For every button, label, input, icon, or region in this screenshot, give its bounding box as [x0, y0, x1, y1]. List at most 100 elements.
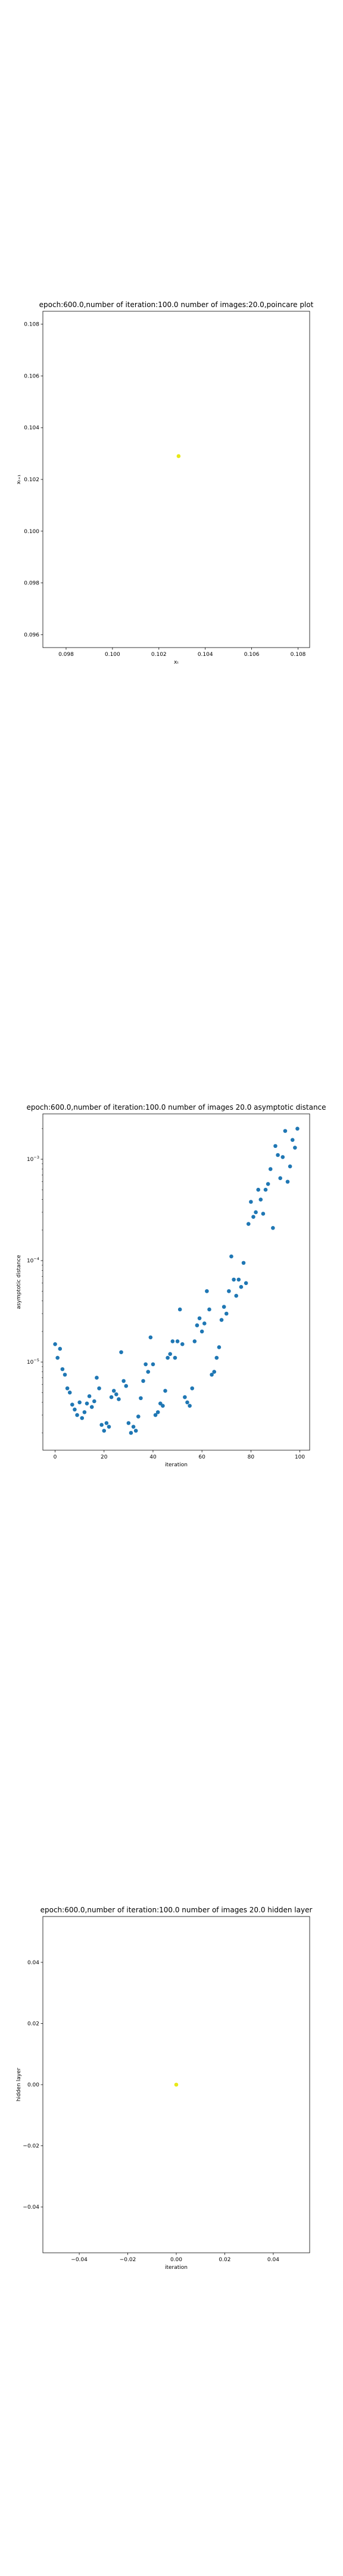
data-point [173, 1355, 177, 1360]
chart-title: epoch:600.0,number of iteration:100.0 nu… [26, 1103, 326, 1111]
data-point [192, 1339, 197, 1343]
data-point [266, 1182, 270, 1186]
y-tick-label: 10−4 [27, 1256, 39, 1264]
x-tick-label: 0.02 [219, 2257, 230, 2263]
y-tick-label: 0.102 [24, 477, 39, 483]
data-point [111, 1389, 116, 1393]
data-point [278, 1176, 282, 1181]
chart-1: epoch:600.0,number of iteration:100.0 nu… [16, 301, 314, 665]
chart-title: epoch:600.0,number of iteration:100.0 nu… [40, 1906, 313, 1914]
data-point [185, 1400, 189, 1405]
data-point [70, 1402, 74, 1407]
y-tick-label: 0.108 [24, 322, 39, 328]
chart-2: epoch:600.0,number of iteration:100.0 nu… [16, 1103, 326, 1468]
x-tick-label: 0 [54, 1454, 57, 1460]
data-point [168, 1352, 173, 1356]
x-tick-label: −0.02 [120, 2257, 136, 2263]
data-point [97, 1386, 101, 1391]
data-point [236, 1277, 241, 1282]
data-point [276, 1153, 280, 1157]
data-point [273, 1144, 277, 1148]
data-point [241, 1261, 246, 1265]
data-point [85, 1401, 89, 1405]
data-point [124, 1384, 129, 1388]
data-point [129, 1431, 133, 1435]
y-tick-label: 0.098 [24, 581, 39, 587]
data-point [222, 1305, 226, 1309]
y-tick-label: 0.104 [24, 425, 39, 431]
data-point [195, 1323, 199, 1327]
data-point [202, 1321, 207, 1326]
data-point [249, 1200, 253, 1204]
y-tick-label: −0.02 [23, 2144, 39, 2150]
data-point [102, 1429, 107, 1433]
data-point [256, 1187, 260, 1192]
y-tick-label: 0.00 [27, 2082, 39, 2088]
data-point [144, 1362, 148, 1367]
x-axis-label: xₜ [174, 660, 179, 665]
data-point [89, 1405, 94, 1409]
x-tick-label: 60 [198, 1454, 205, 1460]
x-axis-label: iteration [165, 2265, 188, 2271]
x-tick-label: 80 [248, 1454, 255, 1460]
y-tick-exponent: −5 [33, 1358, 39, 1363]
y-tick-label: 0.02 [27, 2021, 39, 2027]
data-point [92, 1399, 96, 1404]
y-axis-label: hidden layer [16, 2068, 22, 2102]
data-point [177, 1307, 182, 1312]
data-point [55, 1355, 60, 1360]
data-point [258, 1197, 263, 1202]
data-point [53, 1342, 57, 1346]
data-point [82, 1410, 87, 1414]
y-axis-label: xₜ₊₁ [16, 474, 22, 484]
data-point [141, 1379, 145, 1383]
chart-3: epoch:600.0,number of iteration:100.0 nu… [16, 1906, 312, 2271]
data-point [180, 1342, 185, 1346]
data-point [58, 1346, 63, 1351]
data-point [95, 1376, 99, 1380]
data-point [229, 1254, 233, 1259]
data-point [176, 454, 181, 459]
data-point [207, 1307, 211, 1312]
x-tick-label: 0.098 [58, 652, 74, 658]
x-tick-label: 0.00 [170, 2257, 182, 2263]
data-point [170, 1339, 175, 1343]
data-point [251, 1215, 255, 1219]
data-point [107, 1425, 111, 1429]
data-point [114, 1392, 119, 1397]
data-point [271, 1225, 275, 1230]
data-point [87, 1394, 92, 1398]
data-point [224, 1311, 229, 1316]
plot-frame [42, 311, 310, 648]
data-point [80, 1416, 85, 1420]
data-point [60, 1367, 65, 1371]
data-point [261, 1212, 266, 1216]
data-point [131, 1425, 136, 1429]
data-point [121, 1379, 126, 1383]
x-tick-label: 0.100 [105, 652, 120, 658]
data-point [283, 1129, 288, 1133]
y-tick-label: −0.04 [23, 2205, 39, 2210]
data-point [175, 1339, 180, 1343]
x-tick-label: 0.104 [198, 652, 213, 658]
data-point [117, 1397, 121, 1401]
data-point [295, 1126, 300, 1131]
data-point [136, 1414, 141, 1419]
data-point [190, 1386, 195, 1391]
x-tick-label: 40 [149, 1454, 157, 1460]
data-point [244, 1281, 248, 1286]
data-point [199, 1329, 204, 1334]
y-tick-base: 10 [27, 1258, 34, 1264]
data-point [133, 1429, 138, 1433]
y-tick-label: 0.100 [24, 529, 39, 535]
data-point [197, 1316, 202, 1321]
data-point [254, 1210, 258, 1215]
data-point [139, 1396, 143, 1401]
data-point [67, 1391, 72, 1395]
x-tick-label: 0.102 [151, 652, 167, 658]
data-point [153, 1413, 158, 1417]
data-point [109, 1395, 114, 1400]
y-tick-base: 10 [27, 1360, 34, 1366]
data-point [293, 1145, 297, 1150]
